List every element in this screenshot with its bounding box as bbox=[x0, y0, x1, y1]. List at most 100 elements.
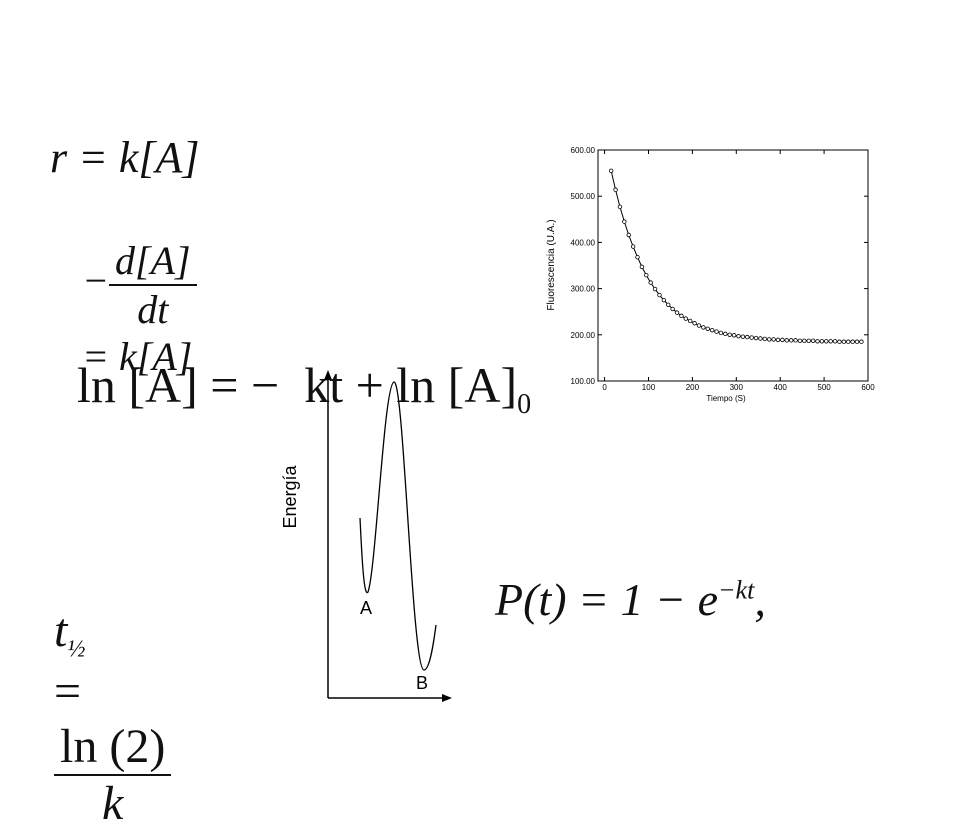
data-point bbox=[674, 310, 680, 315]
data-point bbox=[709, 327, 715, 333]
subscript: ½ bbox=[67, 636, 86, 663]
arrow-head bbox=[442, 694, 452, 702]
data-point bbox=[771, 337, 776, 342]
data-point bbox=[859, 339, 864, 344]
minus-sign: − bbox=[82, 258, 109, 304]
data-point bbox=[731, 333, 737, 338]
data-point bbox=[784, 338, 789, 343]
x-tick-label: 600 bbox=[861, 383, 875, 392]
denominator: dt bbox=[137, 287, 169, 332]
x-axis-title: Tiempo (S) bbox=[706, 394, 746, 403]
y-tick-label: 500.00 bbox=[571, 192, 596, 201]
t: t bbox=[54, 604, 68, 657]
x-tick-label: 100 bbox=[642, 383, 656, 392]
y-tick-label: 400.00 bbox=[571, 238, 596, 247]
data-point bbox=[613, 187, 618, 192]
x-tick-label: 300 bbox=[730, 383, 744, 392]
data-point bbox=[626, 232, 631, 238]
fit-line bbox=[610, 170, 862, 343]
subscript: 0 bbox=[517, 389, 532, 420]
energy-diagram: Energía A B bbox=[280, 370, 452, 702]
superscript: −kt bbox=[718, 575, 755, 605]
data-point bbox=[736, 333, 741, 339]
data-point bbox=[639, 264, 645, 270]
probability-equation: P(t) = 1 − e−kt, bbox=[472, 520, 766, 626]
data-point bbox=[727, 332, 732, 337]
data-point bbox=[648, 280, 653, 285]
data-point bbox=[793, 338, 798, 343]
data-point bbox=[802, 338, 807, 344]
data-point bbox=[683, 316, 689, 321]
numerator: ln (2) bbox=[54, 719, 172, 776]
x-tick-label: 500 bbox=[817, 383, 831, 392]
rhs: = k[A] bbox=[82, 334, 193, 379]
y-tick-label: 200.00 bbox=[571, 331, 596, 340]
plot-frame bbox=[597, 149, 869, 382]
differential-equation: − d[A] dt = k[A] bbox=[62, 190, 197, 380]
numerator: d[A] bbox=[109, 237, 197, 286]
data-point bbox=[810, 338, 816, 344]
data-point bbox=[714, 329, 719, 334]
data-point bbox=[846, 339, 851, 344]
data-point bbox=[652, 286, 658, 292]
data-point bbox=[679, 313, 684, 319]
data-point bbox=[701, 325, 706, 330]
data-point bbox=[837, 339, 842, 344]
equals: = bbox=[54, 664, 82, 718]
data-point bbox=[657, 292, 662, 298]
probability-main: P(t) = 1 − e bbox=[495, 574, 719, 625]
data-point bbox=[670, 306, 675, 312]
x-tick-label: 200 bbox=[686, 383, 700, 392]
data-point bbox=[788, 338, 794, 343]
integrated-equation: ln [A] = − kt + ln [A]0 bbox=[52, 298, 531, 421]
slide: r = k[A] − d[A] dt = k[A] ln [A] = − kt + … bbox=[50, 133, 876, 830]
data-point bbox=[661, 297, 667, 303]
arrow-head bbox=[324, 370, 332, 380]
energy-curve bbox=[359, 381, 437, 671]
fraction: d[A] dt bbox=[109, 237, 197, 333]
state-b-label: B bbox=[416, 673, 428, 693]
data-point bbox=[745, 334, 750, 340]
x-tick-label: 0 bbox=[602, 383, 607, 392]
data-point bbox=[692, 321, 697, 326]
data-point bbox=[696, 323, 702, 328]
y-tick-label: 100.00 bbox=[571, 377, 596, 386]
data-point bbox=[723, 331, 728, 337]
y-tick-label: 300.00 bbox=[571, 285, 596, 294]
data-point bbox=[815, 339, 820, 344]
energy-label: Energía bbox=[280, 464, 300, 528]
data-point bbox=[780, 337, 785, 343]
fluorescence-chart: Fluorescencia (U.A.) Tiempo (S) 100.00 20… bbox=[546, 146, 875, 403]
data-point bbox=[854, 339, 860, 344]
data-point bbox=[644, 273, 649, 278]
data-point bbox=[762, 336, 768, 342]
data-point bbox=[824, 339, 829, 344]
data-point bbox=[767, 337, 772, 342]
data-point bbox=[841, 339, 847, 344]
y-tick-label: 600.00 bbox=[571, 146, 596, 155]
data-point bbox=[828, 339, 833, 344]
data-point bbox=[635, 254, 640, 260]
data-point bbox=[758, 336, 763, 341]
data-point bbox=[622, 219, 627, 224]
data-point bbox=[749, 335, 754, 340]
data-point bbox=[666, 302, 671, 307]
data-point bbox=[705, 326, 710, 331]
data-point bbox=[608, 168, 614, 173]
fraction: ln (2) k bbox=[54, 719, 172, 831]
data-point bbox=[740, 334, 746, 339]
tail: , bbox=[754, 574, 766, 625]
rate-equation: r = k[A] bbox=[50, 133, 200, 182]
data-point bbox=[850, 339, 855, 344]
integrated-main: ln [A] = − kt + ln [A] bbox=[77, 357, 518, 413]
y-axis-title: Fluorescencia (U.A.) bbox=[546, 219, 557, 310]
data-point bbox=[753, 335, 759, 341]
data-point bbox=[797, 338, 803, 344]
data-point bbox=[617, 204, 623, 210]
data-point bbox=[718, 330, 724, 336]
x-tick-label: 400 bbox=[774, 383, 788, 392]
data-point bbox=[687, 318, 693, 324]
data-point bbox=[819, 339, 825, 344]
data-point bbox=[630, 244, 636, 249]
denominator: k bbox=[102, 776, 124, 830]
